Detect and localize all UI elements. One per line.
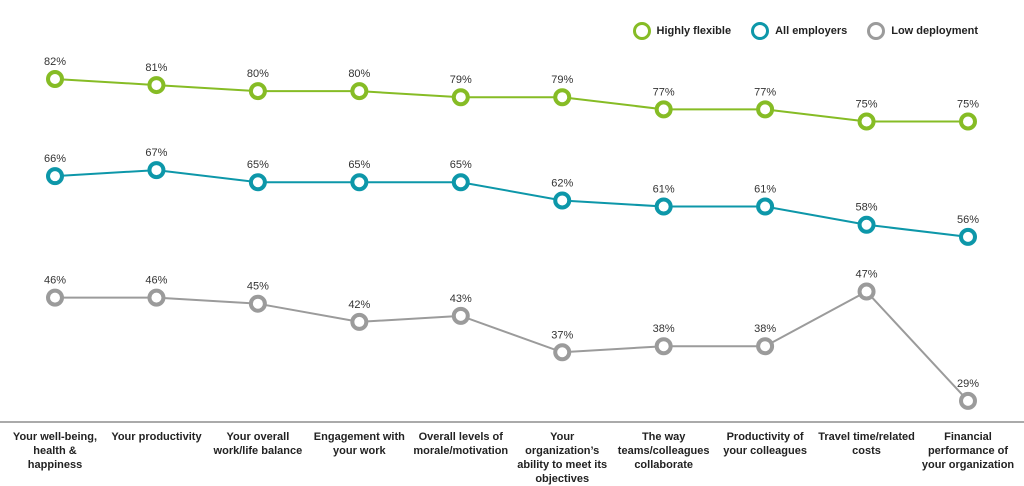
category-label: Your organization’s ability to meet its … [517,431,608,485]
data-label: 65% [247,159,269,171]
legend-label: Highly flexible [656,25,732,37]
data-label: 61% [653,184,675,196]
data-label: 29% [957,378,979,390]
data-point [857,282,876,301]
data-label: 58% [856,202,878,214]
category-label: Travel time/related costs [818,431,915,457]
data-point [46,70,64,88]
category-label: Engagement with your work [313,431,405,457]
data-point [248,82,267,101]
data-label: 56% [957,214,979,226]
legend-label: All employers [775,25,848,37]
data-point [654,100,673,119]
data-label: 65% [450,159,472,171]
data-label: 80% [247,68,269,80]
category-label: Your overall work/life balance [213,431,303,457]
data-label: 43% [450,293,472,305]
legend: Highly flexible All employers Low deploy… [632,22,978,40]
category-label: Productivity of your colleagues [723,431,807,457]
data-point [147,288,166,307]
data-label: 65% [348,159,370,171]
data-point [553,191,572,210]
data-point [959,112,977,131]
series-line [55,290,969,402]
data-label: 45% [247,281,269,293]
data-point [46,167,64,186]
data-point [857,112,876,131]
legend-label: Low deployment [891,25,978,37]
data-point [350,82,369,101]
data-point [350,173,369,192]
category-label: The way teams/colleagues collaborate [617,431,710,471]
data-point [654,197,673,216]
data-point [451,173,470,192]
data-point [959,227,977,246]
data-label: 67% [145,147,167,159]
data-label: 77% [754,86,776,98]
data-point [350,312,369,331]
series-line [54,78,968,123]
data-label: 47% [856,269,878,281]
data-label: 81% [145,62,167,74]
data-point [959,391,977,410]
series-all-employers: 66% 67% 65% 65% 65% 62% 61% 61% 58% 56% [44,147,979,246]
data-point [248,294,267,313]
data-label: 79% [450,74,472,86]
data-point [756,197,775,216]
data-label: 42% [348,299,370,311]
data-point [857,215,876,234]
legend-marker-icon [751,22,770,40]
series-line [54,169,969,238]
data-point [553,88,572,107]
category-label: Overall levels of morale/motivation [413,431,509,457]
data-label: 75% [856,99,878,111]
legend-item-low-deployment: Low deployment [867,22,978,40]
category-label: Your well-being, health & happiness [12,431,98,471]
data-label: 61% [754,184,776,196]
data-point [756,337,775,356]
data-label: 79% [551,74,573,86]
data-label: 77% [653,86,675,98]
legend-item-all-employers: All employers [751,22,847,40]
data-label: 80% [348,68,370,80]
data-point [654,337,673,356]
legend-marker-icon [632,22,651,40]
legend-marker-icon [867,22,886,40]
data-label: 66% [44,153,66,165]
data-point [451,88,470,107]
series-low-deployment: 46% 46% 45% 42% 43% 37% 38% 38% 47% 29% [44,269,979,410]
data-point [147,76,166,95]
data-label: 46% [145,275,167,287]
data-label: 38% [653,323,675,335]
category-label: Financial performance of your organizati… [921,431,1015,471]
data-point [451,306,470,325]
data-point [147,161,166,180]
data-label: 82% [44,56,66,68]
category-label: Your productivity [111,431,202,443]
data-point [756,100,775,119]
data-label: 37% [551,329,573,341]
data-label: 46% [44,275,66,287]
data-point [46,288,64,307]
series-highly-flexible: 82% 81% 80% 80% 79% 79% 77% 77% 75% 75% [44,56,979,131]
data-label: 38% [754,323,776,335]
data-point [248,173,267,192]
data-point [553,343,572,362]
legend-item-highly-flexible: Highly flexible [632,22,732,40]
data-label: 62% [551,177,573,189]
data-label: 75% [957,99,979,111]
